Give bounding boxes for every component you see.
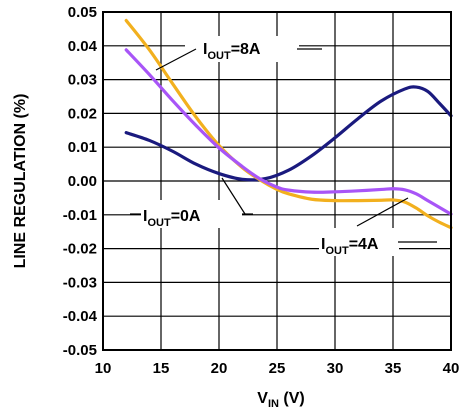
annotation-sub: OUT — [147, 217, 171, 229]
x-axis-title-main: V — [257, 390, 268, 407]
x-axis-title-suffix: (V) — [279, 390, 305, 407]
annotation-sub: OUT — [325, 245, 349, 257]
y-tick-label: 0.02 — [68, 105, 97, 122]
annotation-main: I — [203, 41, 207, 58]
annotation-leader — [155, 48, 197, 71]
annotation-bg — [319, 228, 399, 256]
plot-frame — [102, 11, 452, 351]
annotation-leader — [356, 197, 409, 227]
y-tick-label: 0.04 — [68, 38, 98, 55]
annotation-main: I — [143, 208, 147, 225]
annotation-suffix: =0A — [171, 208, 201, 225]
y-tick-label: -0.02 — [63, 241, 97, 258]
x-tick-label: 25 — [269, 360, 286, 377]
grid — [103, 12, 451, 350]
x-tick-label: 35 — [385, 360, 402, 377]
x-tick-label: 40 — [443, 360, 460, 377]
tick-labels: 0.05 0.04 0.03 0.02 0.01 0.00 -0.01 -0.02 -0.03 -… — [63, 4, 460, 377]
annotation-main: I — [321, 236, 325, 253]
annotation-text: IOUT=0A — [143, 208, 201, 229]
y-tick-label: 0.01 — [68, 139, 97, 156]
annotation-text: IOUT=8A — [203, 41, 261, 62]
annotation-text: IOUT=4A — [321, 236, 379, 257]
annotation-leader — [221, 177, 246, 215]
annotation-suffix: =4A — [349, 236, 379, 253]
annotation-sub: OUT — [207, 50, 231, 62]
annotation-bg — [141, 200, 242, 228]
y-tick-label: 0.05 — [68, 4, 97, 21]
x-tick-label: 20 — [211, 360, 228, 377]
y-tick-label: 0.03 — [68, 72, 97, 89]
y-tick-label: 0.00 — [68, 173, 97, 190]
series-line — [124, 85, 453, 182]
y-tick-label: -0.04 — [63, 308, 98, 325]
y-tick-label: -0.01 — [63, 207, 97, 224]
x-tick-label: 15 — [153, 360, 170, 377]
x-tick-label: 30 — [327, 360, 344, 377]
series-line — [124, 18, 453, 230]
y-tick-label: -0.03 — [63, 274, 97, 291]
annotation-label: IOUT=8A — [155, 36, 322, 71]
x-axis-title: VIN (V) — [257, 390, 304, 410]
x-axis-title-sub: IN — [268, 398, 279, 410]
annotation-label: IOUT=4A — [319, 197, 437, 257]
series-lines — [124, 18, 453, 230]
x-tick-label: 10 — [95, 360, 112, 377]
series-line — [124, 48, 453, 216]
annotation-suffix: =8A — [231, 41, 261, 58]
annotation-label: IOUT=0A — [130, 177, 253, 229]
annotation-bg — [185, 36, 299, 62]
y-axis-title: LINE REGULATION (%) — [12, 94, 29, 269]
y-tick-label: -0.05 — [63, 342, 97, 359]
